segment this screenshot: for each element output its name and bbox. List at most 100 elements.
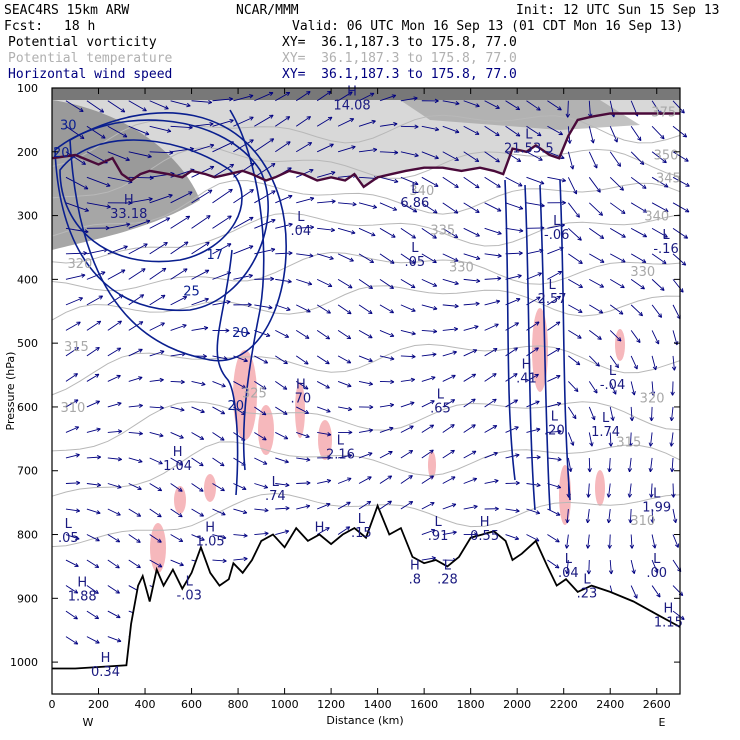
wind-vector-shaft [337,304,352,315]
wind-vector-shaft [337,501,351,510]
wind-vector [65,636,79,645]
wind-vector-head [347,453,353,459]
theta-contour [51,114,681,167]
wind-vector-shaft [65,347,79,357]
wind-vector [505,251,523,256]
wind-vector-head [513,373,518,378]
wind-vector [379,403,395,408]
wind-vector-shaft [337,526,351,535]
wind-vector [442,227,459,239]
wind-speed-contour [59,139,243,263]
wind-vector [630,330,641,344]
wind-vector-shaft [609,126,618,143]
wind-vector-shaft [233,381,246,389]
wind-vector-head [493,451,498,457]
wind-vector-head [262,436,267,441]
wind-vector-shaft [254,508,269,512]
wind-vector-shaft [609,151,621,167]
x-tick-label: 600 [181,698,202,711]
wind-vector-head [607,544,612,549]
extremum-marker: L-.03 [177,574,202,603]
wind-vector [442,374,456,382]
wind-vector-head [516,297,521,303]
wind-vector-head [433,305,438,311]
wind-vector-shaft [358,278,373,289]
wind-vector [254,355,269,364]
wind-vector-shaft [651,253,667,264]
wind-vector-head [122,133,128,138]
wind-vector-head [209,143,215,148]
wind-vector-shaft [651,585,661,598]
wind-vector [630,151,645,166]
wind-vector-shaft [588,560,590,575]
theta-label: 340 [644,210,669,225]
wind-vector-head [351,230,356,235]
wind-vector-shaft [65,636,79,645]
wind-vector [589,304,604,314]
wind-vector [317,227,335,233]
wind-vector-shaft [588,457,591,472]
wind-vector-shaft [254,406,267,416]
wind-vector-shaft [212,381,226,388]
pv-patch [204,474,216,502]
wind-vector [296,196,315,204]
wind-vector-head [575,360,581,366]
wind-vector-shaft [212,188,233,204]
wind-vector [86,400,101,408]
wind-vector-head [178,461,184,466]
wind-vector [588,151,598,169]
wind-vector-head [147,153,152,159]
wind-vector [651,176,669,188]
pv-patch [615,329,625,361]
wind-vector-shaft [567,177,577,195]
extremum-marker: L-.16 [653,228,678,257]
wind-vector-head [515,132,521,137]
wind-vector [170,508,183,518]
wind-vector [547,270,563,280]
wind-vector-shaft [421,227,437,239]
wind-vector-head [492,425,498,430]
wind-vector [505,426,519,433]
wind-vector-head [138,403,143,408]
extremum-marker: L.65 [430,388,451,417]
wind-vector-shaft [296,197,315,204]
wind-vector-head [178,513,183,518]
wind-vector-head [471,398,476,403]
wind-vector-shaft [128,294,144,306]
wind-vector-shaft [296,432,310,438]
extremum-marker: H.41 [516,358,537,387]
wind-vector-shaft [65,176,89,190]
theta-label: 315 [616,435,641,450]
wind-vector-head [326,479,332,484]
wind-vector-head [513,399,519,404]
wind-vector-shaft [526,373,539,382]
wind-vector-head [95,346,100,352]
wind-vector [316,278,333,288]
wind-vector-head [98,295,104,300]
wind-vector-shaft [463,176,480,189]
wind-vector [212,243,232,255]
wind-vector [107,347,122,357]
wind-vector-head [411,307,416,312]
extremum-value: 1.04 [163,459,192,474]
wind-vector-shaft [400,97,418,102]
wind-vector-shaft [296,457,311,461]
x-tick-label: 2000 [503,698,531,711]
wind-vector-shaft [609,330,622,342]
wind-vector-head [516,157,522,162]
wind-vector-head [471,373,477,378]
wind-vector [254,163,276,178]
wind-vector-shaft [651,279,665,291]
wind-vector [442,202,459,214]
wind-vector-shaft [233,534,248,537]
wind-vector-head [182,324,187,329]
wind-vector-shaft [442,304,459,307]
wind-vector [65,347,79,357]
wind-vector [170,432,184,439]
wind-vector [212,432,225,441]
wind-vector [358,476,372,484]
wind-vector [463,325,479,331]
wind-vector [149,559,163,568]
wind-vector-shaft [651,151,667,164]
wind-vector-head [578,259,583,264]
